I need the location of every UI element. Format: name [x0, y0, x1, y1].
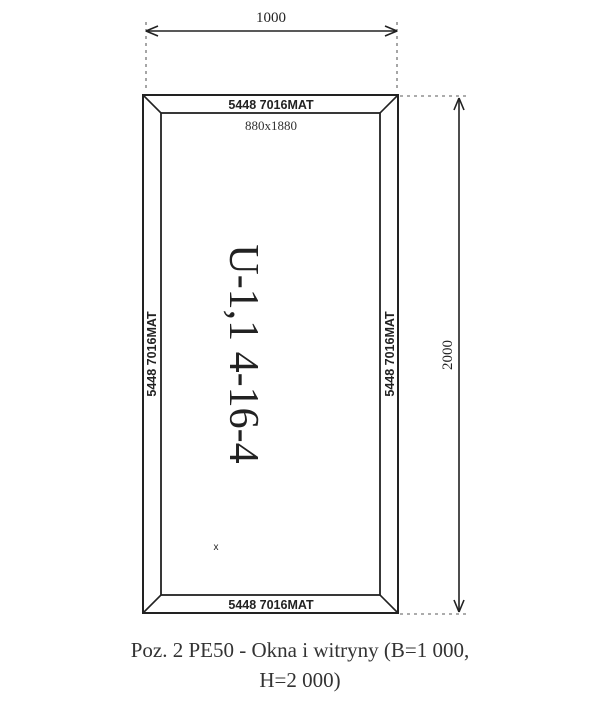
- frame-miter-bottom-left: [142, 594, 162, 614]
- glass-size-label: 880x1880: [245, 118, 297, 133]
- frame-miter-top-right: [379, 94, 399, 114]
- frame-miter-top-left: [142, 94, 162, 114]
- profile-label-top: 5448 7016MAT: [228, 98, 314, 112]
- profile-label-bottom: 5448 7016MAT: [228, 598, 314, 612]
- width-arrow-left: [145, 25, 159, 37]
- height-arrow-bottom: [453, 599, 465, 613]
- outer-frame: [142, 94, 399, 614]
- height-arrow-top: [453, 97, 465, 111]
- small-mark: x: [214, 542, 219, 553]
- frame-miter-bottom-right: [379, 594, 399, 614]
- profile-label-left: 5448 7016MAT: [145, 311, 159, 397]
- width-arrow-right: [384, 25, 398, 37]
- height-dimension-label: 2000: [440, 340, 456, 370]
- caption-line-2: H=2 000): [259, 668, 341, 692]
- profile-label-right: 5448 7016MAT: [383, 311, 397, 397]
- width-dimension-label: 1000: [256, 10, 286, 26]
- glazing-spec: U-1,1 4-16-4: [220, 244, 266, 463]
- inner-frame: [160, 112, 381, 596]
- caption-line-1: Poz. 2 PE50 - Okna i witryny (B=1 000,: [130, 638, 470, 662]
